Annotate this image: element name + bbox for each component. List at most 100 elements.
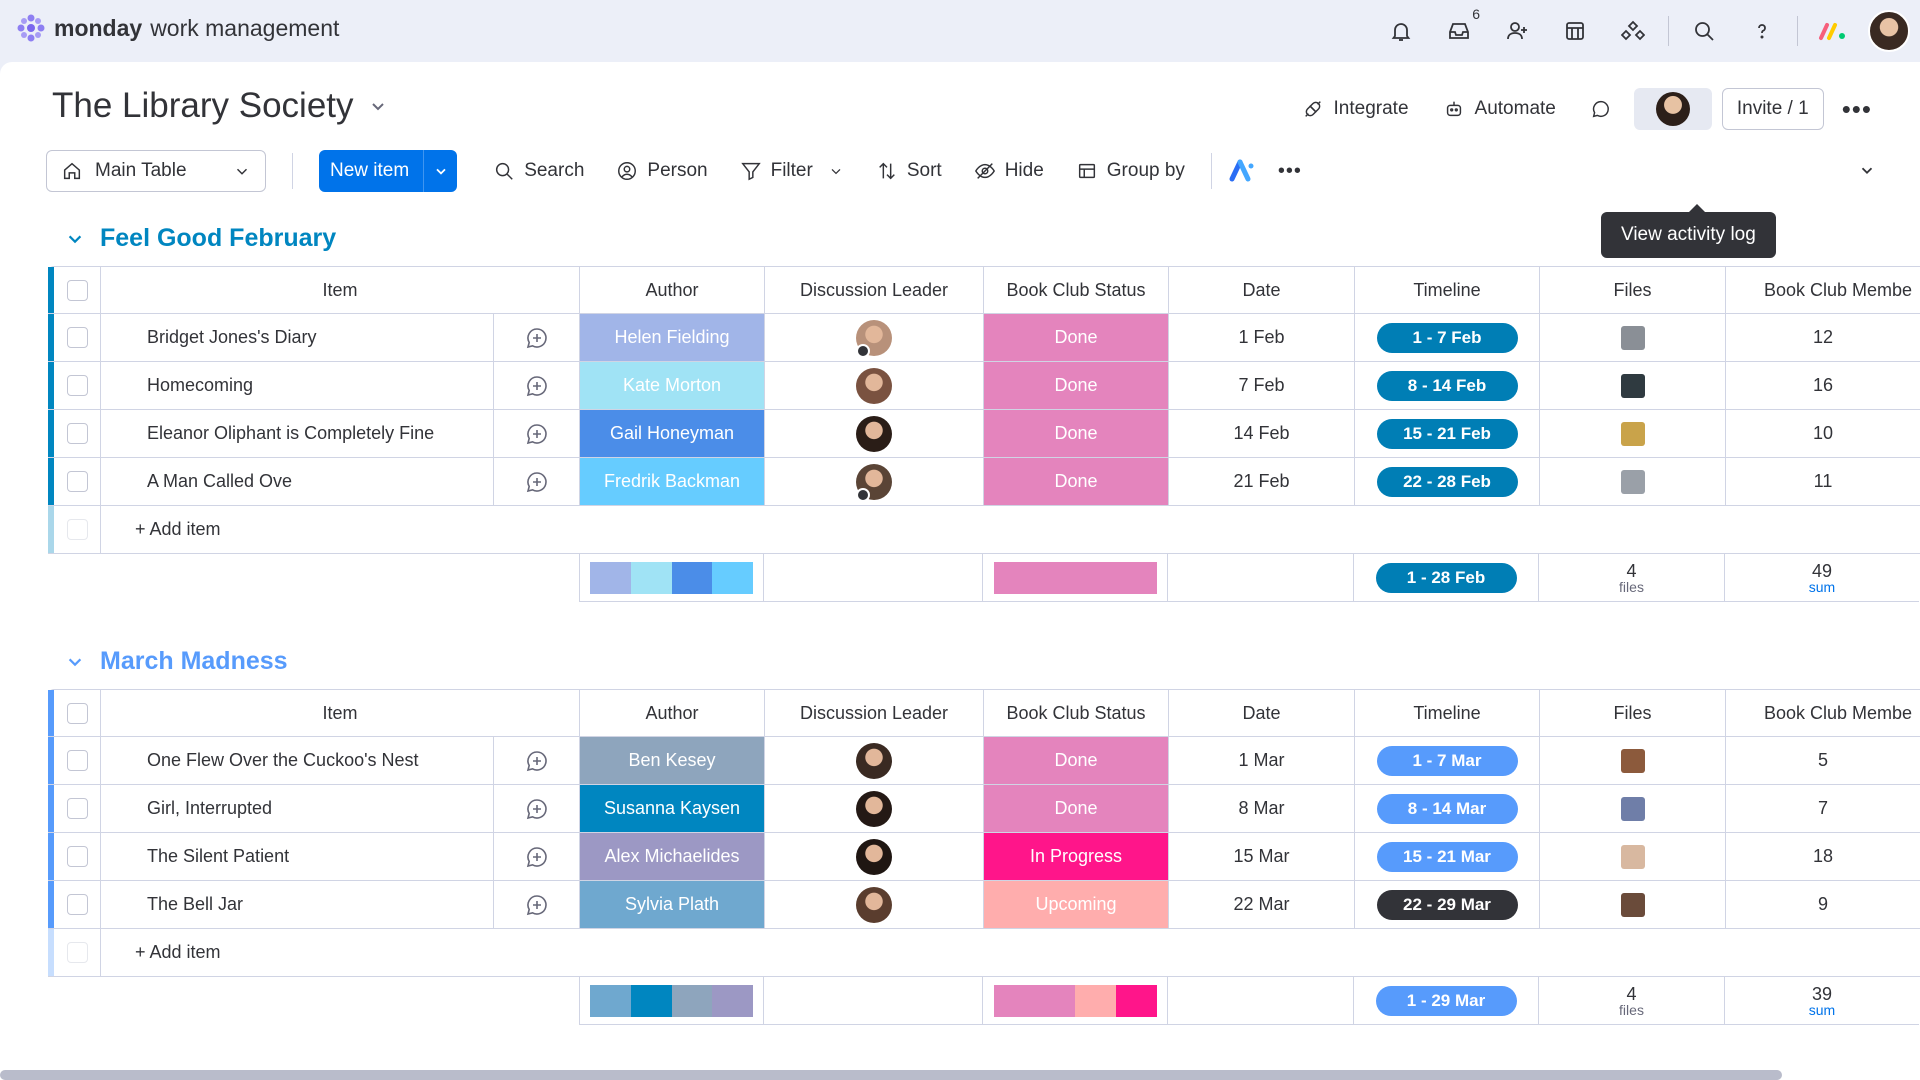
item-name-cell[interactable]: The Silent Patient [101, 833, 494, 880]
user-avatar[interactable] [1868, 10, 1910, 52]
column-header-discussion-leader[interactable]: Discussion Leader [765, 267, 984, 313]
column-header-discussion-leader[interactable]: Discussion Leader [765, 690, 984, 736]
add-update-icon[interactable] [525, 374, 549, 398]
files-cell[interactable] [1540, 410, 1726, 457]
timeline-cell[interactable]: 15 - 21 Feb [1355, 410, 1540, 457]
column-header-item[interactable]: Item [101, 690, 580, 736]
members-count-cell[interactable]: 10 [1812, 423, 1834, 443]
discussion-leader-cell[interactable] [765, 314, 984, 361]
add-update-icon[interactable] [525, 422, 549, 446]
file-thumbnail[interactable] [1620, 844, 1645, 869]
new-item-dropdown[interactable] [423, 150, 457, 192]
status-cell[interactable]: In Progress [984, 833, 1169, 880]
add-update-cell[interactable] [494, 785, 580, 832]
date-cell[interactable]: 1 Feb [1169, 314, 1355, 361]
date-cell[interactable]: 8 Mar [1169, 785, 1355, 832]
chevron-down-icon[interactable] [66, 653, 84, 671]
author-cell[interactable]: Sylvia Plath [580, 881, 765, 928]
table-row[interactable]: Eleanor Oliphant is Completely Fine Gail … [48, 410, 1920, 458]
product-switcher-icon[interactable] [1804, 0, 1862, 62]
status-cell[interactable]: Done [984, 737, 1169, 784]
select-all-checkbox[interactable] [66, 279, 88, 301]
select-all-checkbox[interactable] [66, 702, 88, 724]
table-row[interactable]: The Bell Jar Sylvia Plath Upcoming 22 Mar 22… [48, 881, 1920, 929]
table-row[interactable]: Girl, Interrupted Susanna Kaysen Done 8 Mar… [48, 785, 1920, 833]
status-cell[interactable]: Done [984, 410, 1169, 457]
date-cell[interactable]: 15 Mar [1169, 833, 1355, 880]
leader-avatar[interactable] [856, 886, 892, 923]
column-header-timeline[interactable]: Timeline [1355, 690, 1540, 736]
group-by-button[interactable]: Group by [1060, 150, 1201, 192]
file-thumbnail[interactable] [1620, 748, 1645, 773]
timeline-pill[interactable]: 8 - 14 Feb [1376, 370, 1518, 401]
group-title[interactable]: March Madness [66, 647, 288, 676]
row-checkbox[interactable] [66, 750, 88, 771]
row-select-cell[interactable] [48, 458, 101, 505]
files-cell[interactable] [1540, 737, 1726, 784]
discussion-leader-cell[interactable] [765, 362, 984, 409]
timeline-cell[interactable]: 15 - 21 Mar [1355, 833, 1540, 880]
timeline-pill[interactable]: 8 - 14 Mar [1376, 793, 1518, 824]
add-item-row[interactable]: + Add item [48, 506, 1920, 554]
timeline-pill[interactable]: 22 - 29 Mar [1376, 889, 1518, 920]
item-name-cell[interactable]: Homecoming [101, 362, 494, 409]
column-header-status[interactable]: Book Club Status [984, 267, 1169, 313]
row-checkbox[interactable] [66, 894, 88, 915]
apps-store-icon[interactable] [1604, 0, 1662, 62]
file-thumbnail[interactable] [1620, 373, 1645, 398]
leader-avatar[interactable] [856, 838, 892, 875]
view-selector[interactable]: Main Table [46, 150, 266, 192]
status-cell[interactable]: Done [984, 458, 1169, 505]
search-button[interactable]: Search [477, 150, 600, 192]
row-checkbox[interactable] [66, 798, 88, 819]
timeline-pill[interactable]: 15 - 21 Feb [1376, 418, 1518, 449]
files-cell[interactable] [1540, 833, 1726, 880]
leader-avatar[interactable] [856, 463, 892, 502]
add-update-cell[interactable] [494, 881, 580, 928]
select-all-cell[interactable] [48, 690, 101, 736]
leader-avatar[interactable] [856, 319, 892, 358]
table-row[interactable]: The Silent Patient Alex Michaelides In Pro… [48, 833, 1920, 881]
column-header-status[interactable]: Book Club Status [984, 690, 1169, 736]
date-cell[interactable]: 14 Feb [1169, 410, 1355, 457]
timeline-cell[interactable]: 1 - 7 Feb [1355, 314, 1540, 361]
column-header-date[interactable]: Date [1169, 690, 1355, 736]
row-select-cell[interactable] [48, 881, 101, 928]
item-name-cell[interactable]: A Man Called Ove [101, 458, 494, 505]
group-title[interactable]: Feel Good February [66, 224, 336, 253]
column-header-files[interactable]: Files [1540, 690, 1726, 736]
table-row[interactable]: Homecoming Kate Morton Done 7 Feb 8 - 14 Feb… [48, 362, 1920, 410]
file-thumbnail[interactable] [1620, 325, 1645, 350]
board-more-menu[interactable]: ••• [1841, 93, 1872, 124]
column-header-members[interactable]: Book Club Membe [1764, 702, 1913, 723]
add-update-icon[interactable] [525, 893, 549, 917]
add-update-cell[interactable] [494, 833, 580, 880]
add-update-icon[interactable] [525, 749, 549, 773]
row-select-cell[interactable] [48, 410, 101, 457]
status-cell[interactable]: Done [984, 314, 1169, 361]
row-checkbox[interactable] [66, 471, 88, 492]
item-name-cell[interactable]: One Flew Over the Cuckoo's Nest [101, 737, 494, 784]
add-item-input[interactable]: + Add item [135, 519, 221, 539]
files-cell[interactable] [1540, 314, 1726, 361]
discussion-leader-cell[interactable] [765, 410, 984, 457]
timeline-cell[interactable]: 1 - 7 Mar [1355, 737, 1540, 784]
author-cell[interactable]: Alex Michaelides [580, 833, 765, 880]
new-item-button[interactable]: New item [319, 150, 458, 192]
file-thumbnail[interactable] [1620, 469, 1645, 494]
author-cell[interactable]: Helen Fielding [580, 314, 765, 361]
horizontal-scrollbar[interactable] [0, 1070, 1782, 1080]
row-select-cell[interactable] [48, 314, 101, 361]
timeline-cell[interactable]: 22 - 29 Mar [1355, 881, 1540, 928]
discussion-leader-cell[interactable] [765, 833, 984, 880]
column-header-author[interactable]: Author [580, 267, 765, 313]
members-count-cell[interactable]: 12 [1812, 327, 1834, 347]
item-name-cell[interactable]: Eleanor Oliphant is Completely Fine [101, 410, 494, 457]
file-thumbnail[interactable] [1620, 421, 1645, 446]
automate-button[interactable]: Automate [1431, 88, 1568, 130]
toolbar-more-menu[interactable]: ••• [1277, 159, 1302, 182]
board-title[interactable]: The Library Society [52, 86, 388, 126]
activity-log-button[interactable] [1633, 88, 1712, 130]
files-cell[interactable] [1540, 881, 1726, 928]
row-checkbox[interactable] [66, 423, 88, 444]
